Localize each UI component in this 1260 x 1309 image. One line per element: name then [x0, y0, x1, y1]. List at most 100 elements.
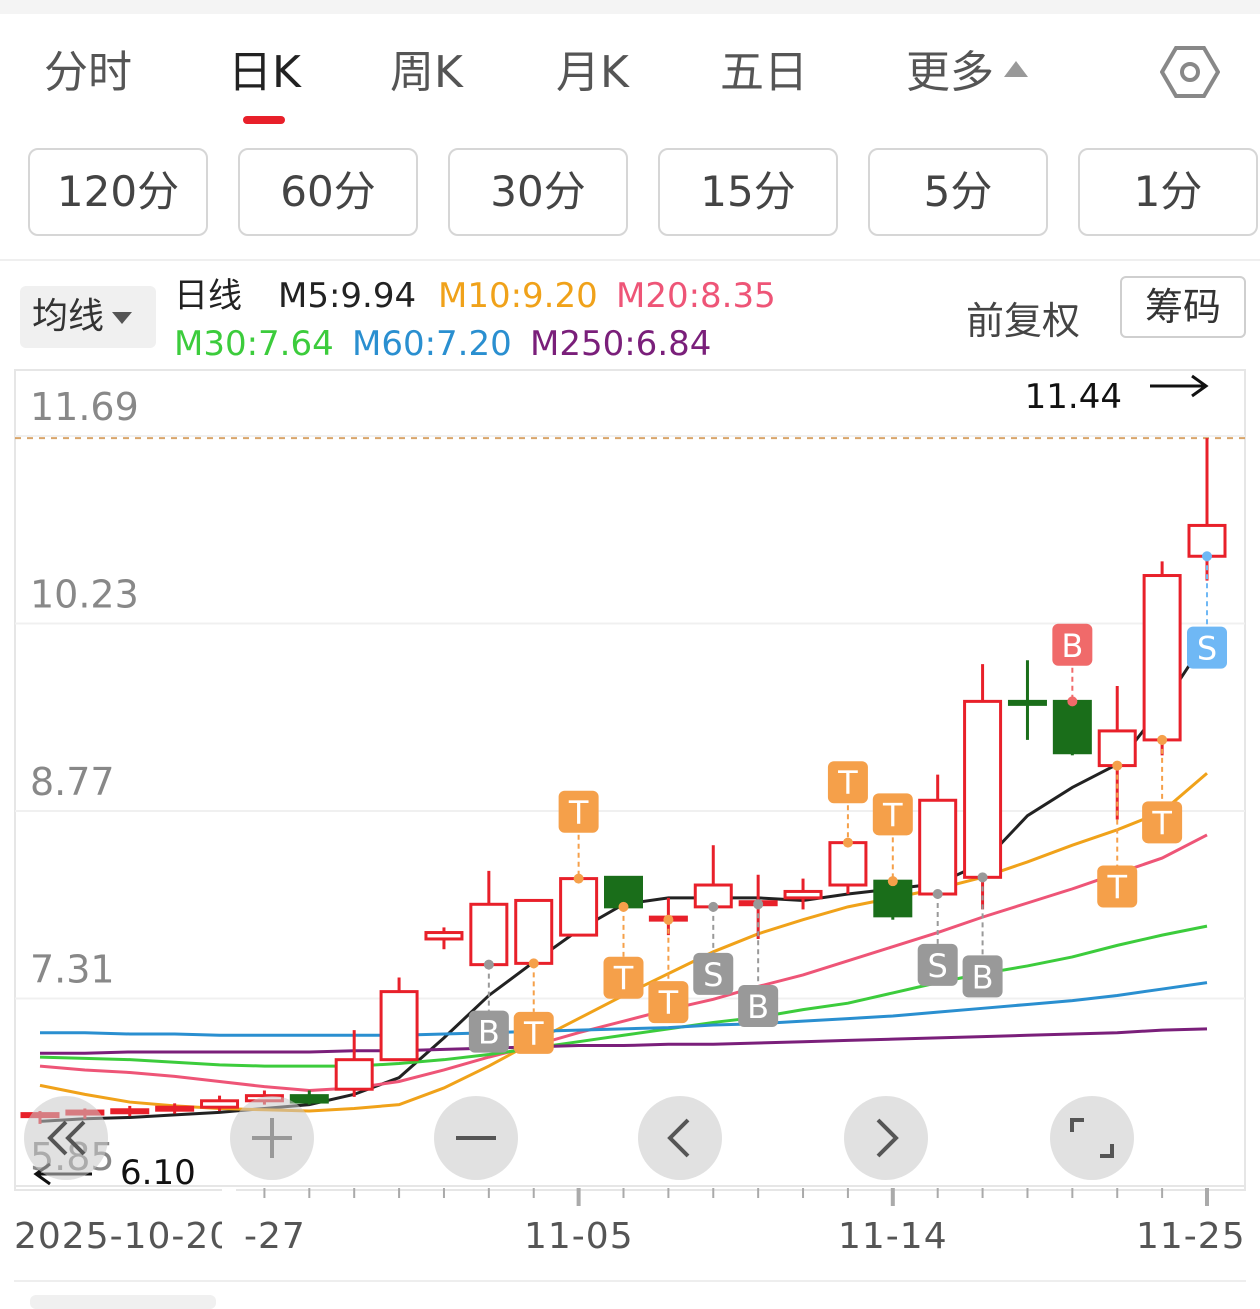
signal-dot	[1067, 696, 1078, 707]
candle-body	[1052, 699, 1092, 755]
signal-label: T	[882, 796, 903, 834]
signal-dot	[573, 873, 584, 884]
next-button[interactable]	[844, 1096, 928, 1180]
period-button-30[interactable]: 30分	[448, 148, 628, 236]
x-label-0: 2025-10-20	[14, 1216, 234, 1257]
signal-badge	[962, 955, 1003, 998]
signal-badge	[468, 1010, 509, 1053]
label-mask	[222, 1188, 236, 1284]
signal-badge	[693, 952, 734, 995]
period-button-60[interactable]: 60分	[238, 148, 418, 236]
signal-dot	[887, 876, 898, 887]
period-button-1[interactable]: 1分	[1078, 148, 1258, 236]
signal-label: T	[837, 764, 858, 802]
legend-ma20: M20:8.35	[616, 276, 776, 316]
signal-badge	[1187, 626, 1227, 669]
chart-type-tabs: 分时 日K 周K 月K 五日 更多	[0, 40, 1260, 130]
tab-weekly-k[interactable]: 周K	[390, 47, 463, 98]
divider	[0, 259, 1260, 261]
signal-label: B	[972, 958, 994, 996]
legend-ma250: M250:6.84	[530, 324, 712, 364]
signal-badge	[648, 981, 689, 1024]
signal-label: B	[1061, 627, 1083, 665]
signal-badge	[513, 1011, 554, 1054]
signal-badge	[738, 984, 779, 1027]
legend-ma60: M60:7.20	[352, 324, 512, 364]
signal-label: S	[703, 956, 723, 994]
signal-label: T	[658, 984, 679, 1022]
candle-body	[469, 902, 509, 967]
candle-body	[424, 931, 464, 941]
signal-badge	[1142, 801, 1183, 844]
candle-body	[334, 1058, 374, 1091]
signal-label: T	[613, 960, 634, 998]
plot-frame	[14, 369, 1246, 1191]
signal-label: S	[928, 947, 948, 985]
period-button-15[interactable]: 15分	[658, 148, 838, 236]
next-icon	[876, 1118, 899, 1158]
bottom-pill	[30, 1295, 216, 1309]
signal-label: T	[523, 1015, 544, 1053]
tab-monthly-k[interactable]: 月K	[556, 47, 629, 98]
ma-line-m20	[39, 833, 1208, 1093]
candle-body	[200, 1099, 240, 1109]
max-arrow-head	[1191, 374, 1209, 398]
candle-body	[289, 1094, 329, 1104]
x-label-1: -27	[244, 1216, 306, 1257]
tab-timeshare[interactable]: 分时	[44, 47, 132, 98]
y-tick-label: 8.77	[30, 760, 115, 804]
tab-more-label: 更多	[906, 47, 994, 98]
legend-line-type: 日线	[174, 276, 242, 316]
signal-dot	[1202, 551, 1212, 562]
signal-badge	[1052, 623, 1093, 666]
indicator-select-label: 均线	[32, 296, 105, 337]
legend-ma30: M30:7.64	[174, 324, 334, 364]
legend-ma10: M10:9.20	[438, 276, 598, 316]
tab-more[interactable]: 更多	[906, 40, 1028, 106]
prev-button[interactable]	[638, 1096, 722, 1180]
rewind-icon	[47, 1120, 86, 1156]
signal-badge	[872, 793, 913, 836]
signal-badge	[917, 943, 958, 986]
candle-body	[873, 879, 913, 918]
candle-body	[828, 841, 868, 887]
signal-label: T	[1151, 804, 1172, 842]
ma-line-m60	[40, 981, 1208, 1037]
signal-label: T	[568, 794, 589, 832]
y-tick-label: 10.23	[30, 573, 139, 617]
tab-daily-k[interactable]: 日K	[228, 47, 301, 98]
status-strip	[0, 0, 1260, 14]
candle-body	[918, 798, 958, 896]
candle-body	[1142, 574, 1182, 742]
period-button-120[interactable]: 120分	[28, 148, 208, 236]
legend-ma5: M5:9.94	[278, 276, 417, 316]
y-tick-label: 11.69	[30, 385, 139, 429]
tab-five-day[interactable]: 五日	[720, 47, 808, 98]
y-tick-label: 7.31	[30, 948, 115, 992]
indicator-select[interactable]: 均线	[20, 286, 156, 348]
candle-body	[155, 1105, 195, 1112]
plus-icon	[252, 1118, 292, 1158]
signal-label: B	[478, 1014, 500, 1052]
signal-badge	[558, 790, 599, 833]
chips-button[interactable]: 筹码	[1120, 276, 1246, 338]
x-label-2: 11-05	[524, 1216, 634, 1257]
signal-label: S	[1197, 630, 1217, 668]
candle-body	[514, 898, 554, 965]
candle-body	[1007, 699, 1047, 706]
candle-body	[783, 889, 823, 900]
candle-body	[963, 699, 1003, 879]
adjust-mode-label[interactable]: 前复权	[966, 299, 1081, 343]
max-price-label: 11.44	[1025, 377, 1122, 417]
period-button-5[interactable]: 5分	[868, 148, 1048, 236]
candle-body	[604, 875, 643, 909]
fullscreen-button[interactable]	[1050, 1096, 1134, 1180]
ma-line-m250	[40, 1027, 1208, 1055]
active-tab-indicator	[243, 116, 285, 124]
signal-label: T	[1106, 869, 1127, 907]
minute-period-bar: 120分 60分 30分 15分 5分 1分	[0, 148, 1260, 240]
settings-icon[interactable]	[1160, 44, 1220, 100]
signal-badge	[827, 761, 868, 804]
fullscreen-icon	[1070, 1118, 1114, 1158]
